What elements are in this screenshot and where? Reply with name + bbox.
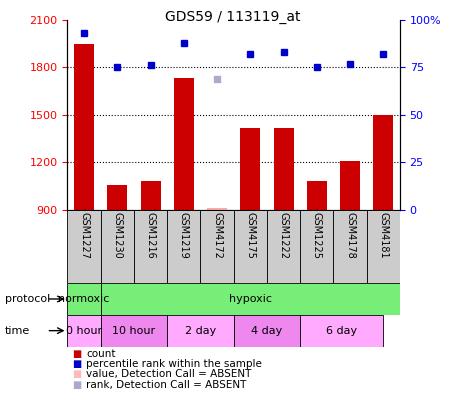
Bar [134, 210, 167, 283]
Bar [233, 210, 267, 283]
Bar [300, 315, 383, 346]
Text: 10 hour: 10 hour [113, 326, 155, 336]
Text: GSM1216: GSM1216 [146, 212, 156, 259]
Text: GSM1230: GSM1230 [112, 212, 122, 259]
Bar [67, 210, 100, 283]
Bar [207, 208, 227, 210]
Bar [107, 185, 127, 210]
Bar [74, 44, 94, 210]
Bar [267, 210, 300, 283]
Text: GSM4175: GSM4175 [245, 212, 255, 259]
Text: percentile rank within the sample: percentile rank within the sample [86, 359, 262, 369]
Text: 4 day: 4 day [251, 326, 283, 336]
Text: hypoxic: hypoxic [229, 294, 272, 304]
Text: 0 hour: 0 hour [66, 326, 102, 336]
Text: GSM4172: GSM4172 [212, 212, 222, 259]
Text: count: count [86, 348, 115, 359]
Bar [240, 128, 260, 210]
Bar [167, 210, 200, 283]
Bar [140, 181, 160, 210]
Text: GSM1219: GSM1219 [179, 212, 189, 259]
Bar [100, 210, 134, 283]
Bar [100, 315, 167, 346]
Bar [340, 161, 360, 210]
Bar [67, 283, 100, 315]
Bar [174, 78, 194, 210]
Text: GSM4181: GSM4181 [378, 212, 388, 259]
Text: ■: ■ [72, 379, 81, 390]
Bar [167, 315, 233, 346]
Bar [67, 315, 100, 346]
Bar [273, 128, 293, 210]
Bar [307, 181, 327, 210]
Bar [373, 115, 393, 210]
Text: GSM1222: GSM1222 [279, 212, 289, 259]
Text: GDS59 / 113119_at: GDS59 / 113119_at [165, 10, 300, 24]
Text: 6 day: 6 day [326, 326, 357, 336]
Text: time: time [5, 326, 30, 336]
Bar [333, 210, 366, 283]
Bar [366, 210, 400, 283]
Text: GSM1225: GSM1225 [312, 212, 322, 259]
Text: protocol: protocol [5, 294, 50, 304]
Text: normoxic: normoxic [59, 294, 110, 304]
Text: GSM1227: GSM1227 [79, 212, 89, 259]
Text: 2 day: 2 day [185, 326, 216, 336]
Text: ■: ■ [72, 359, 81, 369]
Text: value, Detection Call = ABSENT: value, Detection Call = ABSENT [86, 369, 252, 379]
Bar [300, 210, 333, 283]
Text: ■: ■ [72, 369, 81, 379]
Text: GSM4178: GSM4178 [345, 212, 355, 259]
Text: rank, Detection Call = ABSENT: rank, Detection Call = ABSENT [86, 379, 246, 390]
Text: ■: ■ [72, 348, 81, 359]
Bar [200, 210, 233, 283]
Bar [233, 315, 300, 346]
